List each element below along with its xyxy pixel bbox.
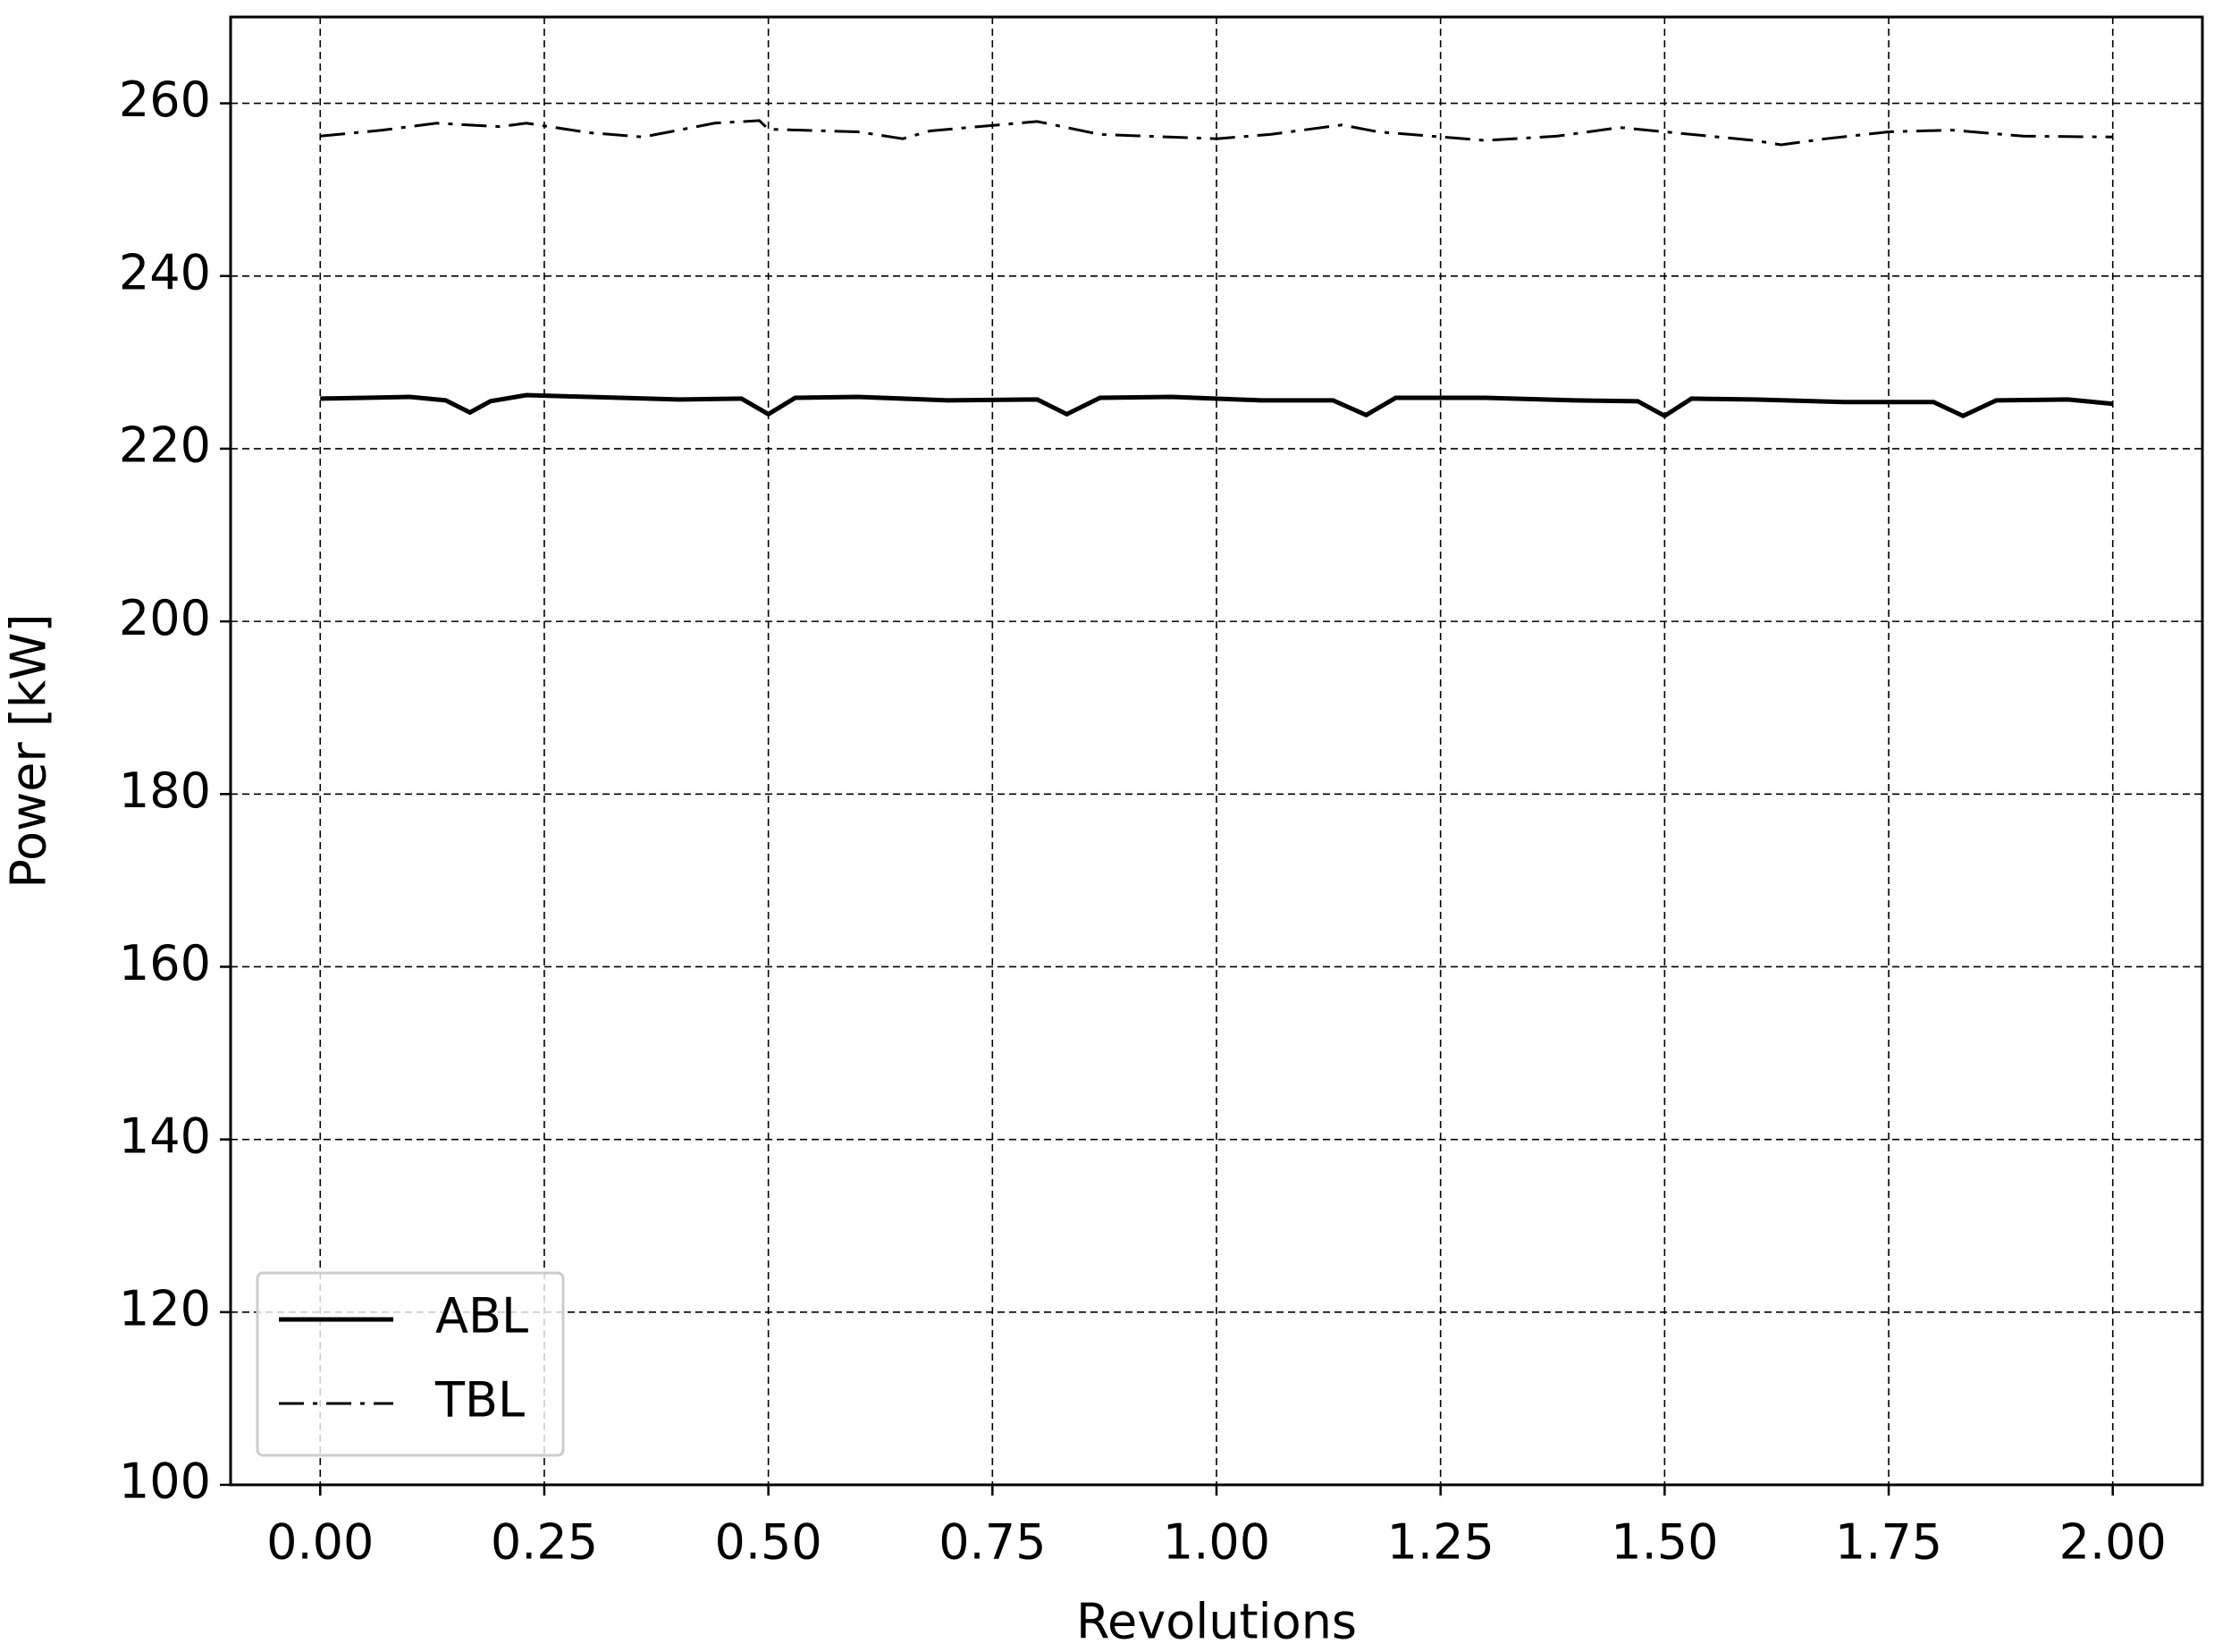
x-tick-label: 1.75: [1835, 1514, 1942, 1571]
y-axis-label: Power [kW]: [1, 613, 57, 888]
line-series: [320, 119, 2113, 147]
y-tick-label: 220: [119, 417, 211, 474]
y-tick-label: 120: [119, 1280, 211, 1336]
legend-label: TBL: [434, 1372, 525, 1429]
x-tick-label: 0.75: [939, 1514, 1046, 1571]
x-axis-label: Revolutions: [1076, 1594, 1357, 1650]
x-tick-label: 2.00: [2059, 1514, 2167, 1571]
x-tick-label: 1.25: [1387, 1514, 1494, 1571]
x-tick-label: 0.50: [715, 1514, 822, 1571]
x-tick-label: 0.25: [491, 1514, 598, 1571]
x-tick-label: 1.00: [1163, 1514, 1270, 1571]
y-tick-label: 240: [119, 244, 211, 300]
legend-label: ABL: [435, 1288, 528, 1344]
y-tick-label: 200: [119, 590, 211, 646]
y-tick-label: 180: [119, 763, 211, 819]
y-tick-label: 100: [119, 1454, 211, 1510]
x-tick-label: 0.00: [266, 1514, 374, 1571]
y-tick-label: 160: [119, 935, 211, 991]
x-tick-label: 1.50: [1611, 1514, 1718, 1571]
plot-frame: [229, 15, 2204, 1487]
y-tick-label: 140: [119, 1108, 211, 1164]
y-tick-label: 260: [119, 72, 211, 128]
line-series: [320, 392, 2113, 419]
